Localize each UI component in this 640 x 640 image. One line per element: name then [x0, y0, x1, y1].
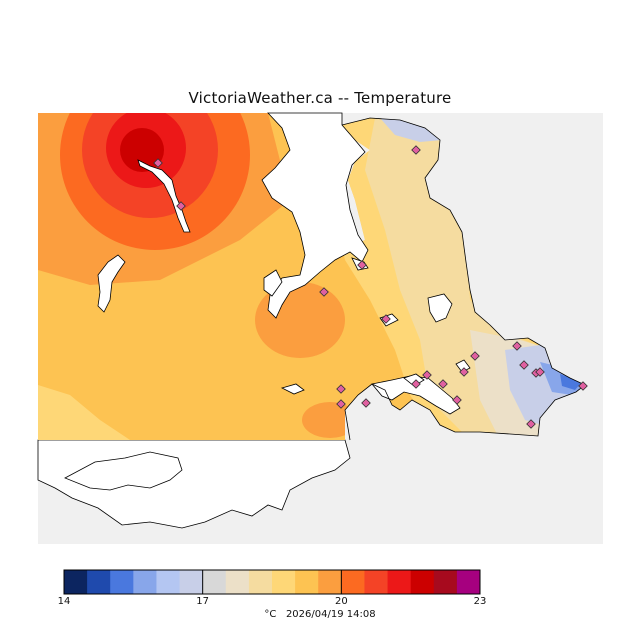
colorbar-tick-label: 23: [473, 596, 487, 607]
station-marker[interactable]: [578, 381, 588, 391]
colorbar-swatch: [387, 570, 412, 594]
colorbar-swatch: [318, 570, 342, 594]
station-marker[interactable]: [535, 367, 545, 377]
station-marker[interactable]: [381, 314, 391, 324]
colorbar-footer: °C 2026/04/19 14:08: [0, 609, 640, 620]
east-coastline: [341, 117, 586, 441]
band-20-21-south: [302, 402, 358, 438]
colorbar: [63, 569, 481, 595]
colorbar-swatch: [87, 570, 111, 594]
colorbar-swatch: [202, 570, 227, 594]
strait-islet: [280, 383, 305, 395]
map-title: VictoriaWeather.ca -- Temperature: [188, 89, 452, 107]
station-marker[interactable]: [153, 158, 163, 168]
colorbar-swatch: [295, 570, 319, 594]
station-marker[interactable]: [438, 379, 448, 389]
colorbar-swatch: [433, 570, 458, 594]
station-markers: [153, 145, 588, 429]
inlet-island: [263, 269, 283, 297]
unit-label: °C: [264, 609, 277, 620]
station-marker[interactable]: [459, 367, 469, 377]
inland-waters: [97, 112, 471, 415]
colorbar-swatch: [64, 570, 88, 594]
west-island: [97, 254, 126, 313]
colorbar-swatch: [156, 570, 181, 594]
north-fjord: [137, 159, 191, 233]
band-18.5-19-sw: [38, 385, 130, 440]
olympic-shore-detail: [64, 451, 183, 491]
station-marker[interactable]: [411, 379, 421, 389]
colorbar-tick-label: 14: [57, 596, 71, 607]
station-marker[interactable]: [411, 145, 421, 155]
station-marker[interactable]: [422, 370, 432, 380]
station-marker[interactable]: [512, 341, 522, 351]
colorbar-swatch: [341, 570, 365, 594]
band-22.5-23: [120, 128, 164, 172]
colorbar-tick-label: 20: [334, 596, 348, 607]
colorbar-swatch: [110, 570, 134, 594]
east-lake: [427, 293, 453, 323]
colorbar-swatch: [133, 570, 157, 594]
station-marker[interactable]: [470, 351, 480, 361]
colorbar-swatch: [456, 570, 481, 594]
colorbar-swatch: [410, 570, 435, 594]
station-marker[interactable]: [361, 398, 371, 408]
timestamp-label: 2026/04/19 14:08: [285, 609, 376, 620]
station-marker[interactable]: [319, 287, 329, 297]
colorbar-swatch: [248, 570, 273, 594]
inlet-water: [261, 112, 369, 319]
station-marker[interactable]: [336, 384, 346, 394]
station-marker[interactable]: [452, 395, 462, 405]
east-bay: [455, 359, 471, 373]
station-marker[interactable]: [336, 399, 346, 409]
colorbar-swatch: [272, 570, 296, 594]
colorbar-swatch: [179, 570, 204, 594]
station-marker[interactable]: [519, 360, 529, 370]
station-marker[interactable]: [176, 201, 186, 211]
band-15-16: [560, 374, 582, 390]
colorbar-swatch: [364, 570, 389, 594]
station-marker[interactable]: [526, 419, 536, 429]
station-marker[interactable]: [357, 260, 367, 270]
colorbar-tick-label: 17: [196, 596, 210, 607]
colorbar-swatch: [225, 570, 250, 594]
